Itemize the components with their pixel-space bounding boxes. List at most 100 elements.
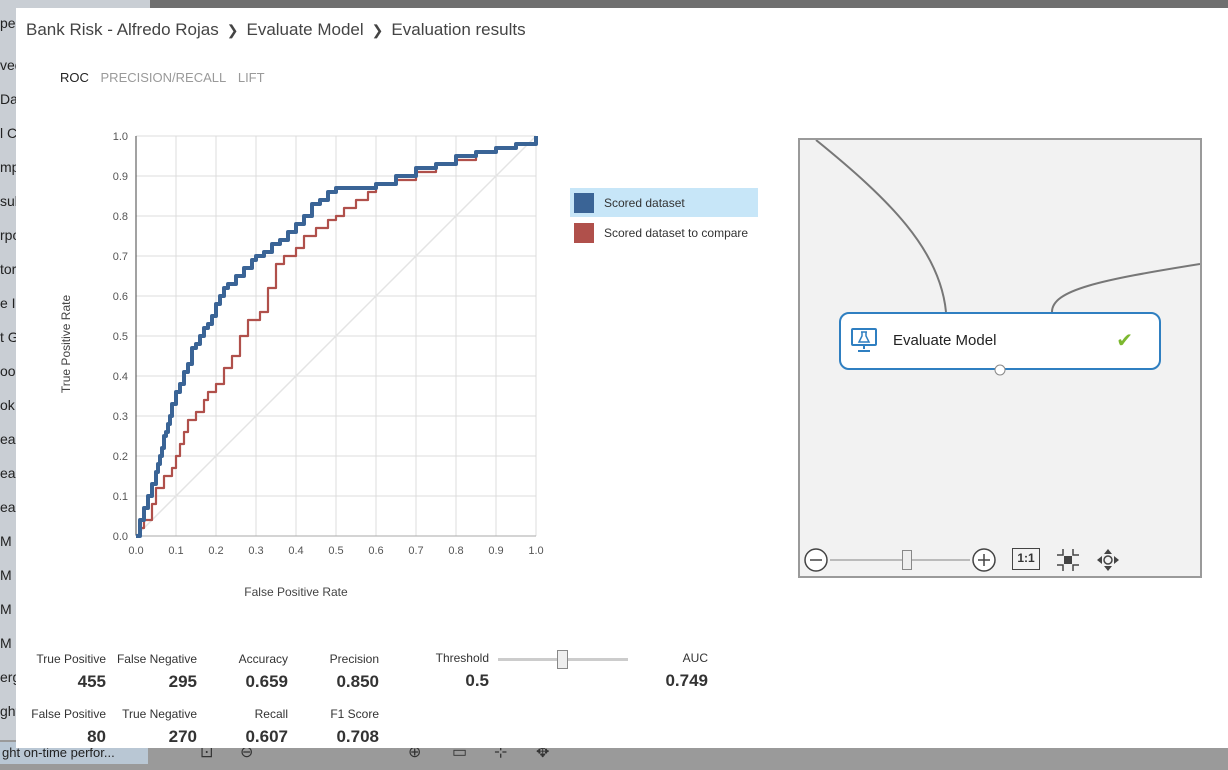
chart-tabs: ROC PRECISION/RECALL LIFT <box>60 70 273 85</box>
background-sidebar-item: erg <box>0 669 21 685</box>
f1-score-label: F1 Score <box>330 707 379 721</box>
y-tick-label: 0.3 <box>113 411 128 423</box>
true-positive-value: 455 <box>77 672 106 691</box>
background-zoom-out-icon: ⊖ <box>240 744 254 761</box>
background-sidebar-item: tor <box>0 261 17 277</box>
tab-lift[interactable]: LIFT <box>237 70 265 85</box>
chart-legend: Scored dataset Scored dataset to compare <box>570 188 758 248</box>
true-positive-label: True Positive <box>36 652 106 666</box>
background-center-icon: ⊹ <box>494 744 508 761</box>
x-tick-label: 0.7 <box>408 545 423 557</box>
evaluate-model-module[interactable]: Evaluate Model ✔ <box>839 312 1161 376</box>
background-sidebar-item: M <box>0 533 12 549</box>
recall-value: 0.607 <box>245 727 288 746</box>
breadcrumb-current: Evaluation results <box>391 20 526 39</box>
experiment-canvas[interactable]: Evaluate Model ✔ 1:1 <box>798 138 1202 578</box>
output-port[interactable] <box>993 363 1007 377</box>
zoom-in-icon[interactable] <box>970 546 998 574</box>
background-sidebar-item: ght <box>0 703 20 719</box>
background-fit-icon: ⊡ <box>200 744 214 761</box>
auc-label: AUC <box>682 651 708 665</box>
legend-swatch <box>574 222 594 243</box>
random-classifier-diagonal <box>135 135 537 537</box>
chevron-right-icon: ❯ <box>226 22 239 38</box>
chart-ticks: 0.0 0.1 0.2 0.3 0.4 0.5 0.6 0.7 0.8 0.9 1.0 0.0 0.1 0… <box>113 131 544 557</box>
zoom-slider-thumb[interactable] <box>902 550 912 570</box>
series-line-scored-dataset-to-compare <box>136 136 538 538</box>
series-line-scored-dataset <box>136 136 538 538</box>
x-tick-label: 0.3 <box>248 545 263 557</box>
y-tick-label: 0.1 <box>113 491 128 503</box>
background-sidebar-item: ok <box>0 397 15 413</box>
accuracy-label: Accuracy <box>238 652 288 666</box>
precision-value: 0.850 <box>336 672 379 691</box>
breadcrumb-experiment[interactable]: Bank Risk - Alfredo Rojas <box>26 20 219 39</box>
actual-size-button[interactable]: 1:1 <box>1012 548 1040 570</box>
background-sidebar-item: M <box>0 567 12 583</box>
background-sidebar-item: Da <box>0 91 18 107</box>
x-tick-label: 1.0 <box>528 545 543 557</box>
background-ratio-icon: ▭ <box>452 744 468 761</box>
background-sidebar-item: M <box>0 635 12 651</box>
y-tick-label: 0.8 <box>113 211 128 223</box>
chart-series <box>136 136 538 538</box>
background-sidebar-item: t G <box>0 329 19 345</box>
background-sidebar-item: oo <box>0 363 16 379</box>
canvas-toolbar: 1:1 <box>800 544 1200 576</box>
module-label: Evaluate Model <box>893 332 997 349</box>
y-axis-label: True Positive Rate <box>59 295 73 394</box>
background-sidebar-item: rpo <box>0 227 21 243</box>
check-icon: ✔ <box>1116 330 1133 352</box>
chart-grid <box>135 135 537 537</box>
false-negative-label: False Negative <box>116 652 197 666</box>
background-sidebar-item: l C <box>0 125 18 141</box>
chevron-right-icon: ❯ <box>371 22 384 38</box>
false-positive-label: False Positive <box>31 707 106 721</box>
threshold-value: 0.5 <box>465 671 489 690</box>
false-negative-value: 295 <box>168 672 197 691</box>
x-axis-label: False Positive Rate <box>244 585 348 599</box>
legend-label: Scored dataset <box>604 195 685 210</box>
breadcrumb-module[interactable]: Evaluate Model <box>246 20 364 39</box>
precision-label: Precision <box>329 652 379 666</box>
zoom-out-icon[interactable] <box>802 546 830 574</box>
legend-item-scored-dataset[interactable]: Scored dataset <box>570 188 758 217</box>
threshold-slider-thumb[interactable] <box>557 650 568 669</box>
true-negative-value: 270 <box>168 727 197 746</box>
y-tick-label: 0.0 <box>113 531 128 543</box>
y-tick-label: 0.9 <box>113 171 128 183</box>
pan-icon[interactable] <box>1094 546 1122 574</box>
evaluate-model-icon <box>851 327 877 358</box>
y-tick-label: 1.0 <box>113 131 128 143</box>
evaluation-results-dialog: Bank Risk - Alfredo Rojas ❯ Evaluate Model… <box>16 8 1228 748</box>
f1-score-value: 0.708 <box>336 727 379 746</box>
x-tick-label: 0.6 <box>368 545 383 557</box>
x-tick-label: 0.2 <box>208 545 223 557</box>
legend-item-scored-dataset-to-compare[interactable]: Scored dataset to compare <box>570 218 758 247</box>
background-sidebar-item: M <box>0 601 12 617</box>
x-tick-label: 0.8 <box>448 545 463 557</box>
x-tick-label: 0.0 <box>128 545 143 557</box>
background-pan-icon: ✥ <box>536 744 550 761</box>
legend-swatch <box>574 192 594 213</box>
x-tick-label: 0.4 <box>288 545 303 557</box>
y-tick-label: 0.6 <box>113 291 128 303</box>
y-tick-label: 0.4 <box>113 371 128 383</box>
y-tick-label: 0.2 <box>113 451 128 463</box>
threshold-label: Threshold <box>435 651 489 665</box>
background-sidebar-item: e I <box>0 295 16 311</box>
zoom-slider-track[interactable] <box>830 559 970 561</box>
tab-roc[interactable]: ROC <box>60 70 89 85</box>
accuracy-value: 0.659 <box>245 672 288 691</box>
x-tick-label: 0.1 <box>168 545 183 557</box>
fit-to-screen-icon[interactable] <box>1054 546 1082 574</box>
true-negative-label: True Negative <box>122 707 197 721</box>
legend-label: Scored dataset to compare <box>604 225 749 240</box>
false-positive-value: 80 <box>87 727 106 746</box>
breadcrumb: Bank Risk - Alfredo Rojas ❯ Evaluate Model… <box>26 20 526 40</box>
auc-value: 0.749 <box>665 671 708 690</box>
y-tick-label: 0.5 <box>113 331 128 343</box>
tab-precision-recall[interactable]: PRECISION/RECALL <box>100 70 227 85</box>
x-tick-label: 0.5 <box>328 545 343 557</box>
roc-chart: 0.0 0.1 0.2 0.3 0.4 0.5 0.6 0.7 0.8 0.9 1.0 0.0 0.1 0… <box>59 131 544 599</box>
